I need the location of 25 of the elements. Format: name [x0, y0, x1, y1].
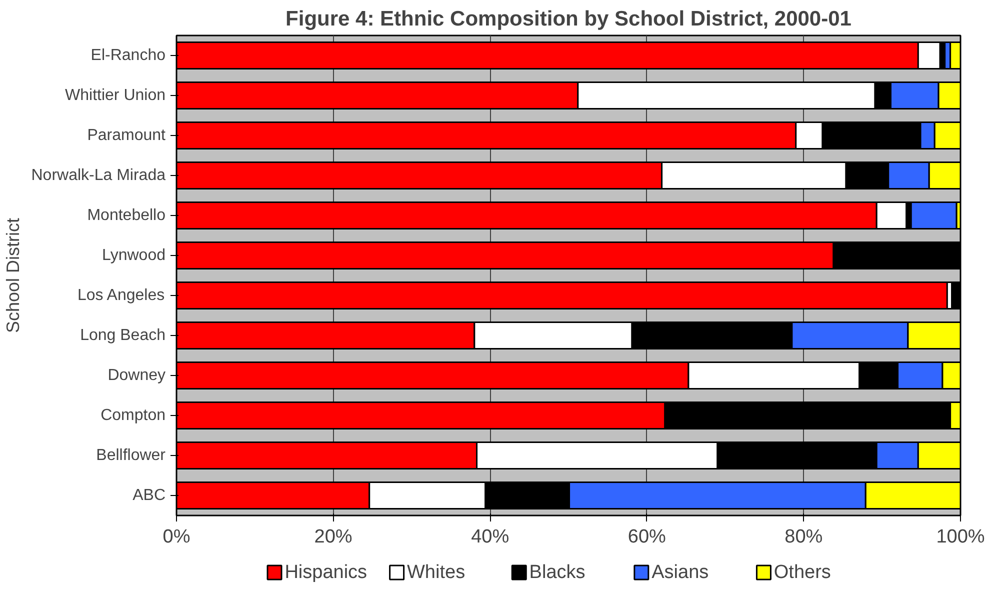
x-tick-label: 100% — [936, 526, 985, 548]
x-tick-label: 60% — [628, 526, 666, 548]
y-tick-label: Whittier Union — [65, 87, 166, 104]
chart-title: Figure 4: Ethnic Composition by School District, 2000-01 — [286, 8, 852, 30]
y-tick-label: Lynwood — [102, 247, 166, 264]
x-tick-label: 40% — [471, 526, 510, 548]
y-tick-label: Norwalk-La Mirada — [31, 167, 166, 184]
x-tick-label: 20% — [314, 526, 352, 548]
y-tick-label: ABC — [132, 487, 166, 504]
y-tick-label: El-Rancho — [90, 47, 166, 64]
y-tick-label: Los Angeles — [77, 287, 165, 304]
legend-label: Others — [774, 562, 831, 583]
y-tick-label: Montebello — [87, 207, 166, 224]
y-tick-label: Long Beach — [80, 327, 166, 344]
y-axis-title: School District — [3, 218, 24, 334]
legend-label: Blacks — [529, 562, 586, 583]
x-tick-label: 0% — [162, 526, 190, 548]
y-tick-label: Downey — [108, 367, 166, 384]
legend-label: Hispanics — [284, 562, 368, 583]
legend-label: Asians — [652, 562, 709, 583]
y-tick-label: Paramount — [87, 127, 166, 144]
y-tick-label: Compton — [100, 407, 166, 424]
y-tick-label: Bellflower — [96, 447, 166, 464]
legend-label: Whites — [406, 562, 466, 583]
x-tick-label: 80% — [784, 526, 823, 548]
